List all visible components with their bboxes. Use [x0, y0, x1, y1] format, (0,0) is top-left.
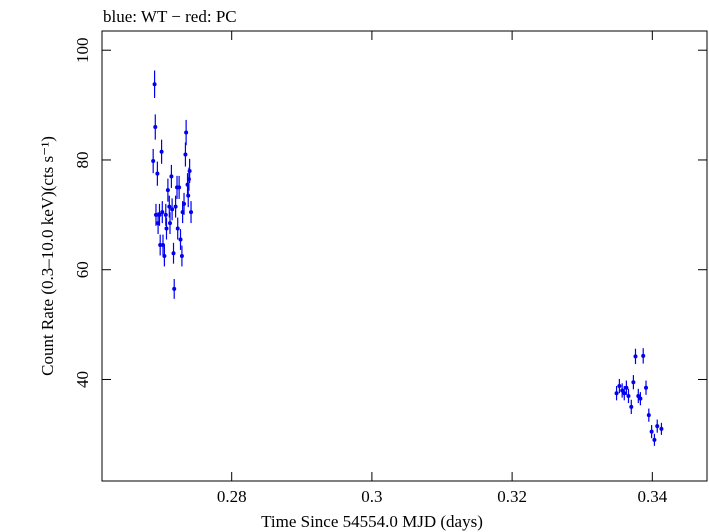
data-point	[169, 174, 174, 179]
y-tick-label: 80	[73, 151, 92, 168]
data-point	[614, 391, 619, 396]
data-point	[167, 204, 172, 209]
data-point	[655, 424, 660, 429]
data-point	[184, 130, 189, 135]
data-point	[158, 243, 163, 248]
data-point	[178, 237, 183, 242]
data-point	[164, 226, 169, 231]
data-point	[644, 385, 649, 390]
data-point	[617, 384, 622, 389]
data-point	[173, 204, 178, 209]
data-point	[179, 254, 184, 258]
data-point	[624, 385, 629, 390]
data-point	[168, 221, 173, 226]
data-point	[157, 212, 162, 217]
y-tick-label: 40	[73, 371, 92, 388]
data-point	[175, 226, 180, 231]
x-tick-label: 0.32	[497, 487, 527, 506]
plot-frame	[101, 30, 708, 482]
data-point	[155, 171, 160, 176]
data-point	[170, 207, 175, 212]
data-point	[186, 177, 191, 182]
data-point	[151, 159, 156, 164]
data-point	[177, 185, 182, 190]
x-tick-label: 0.34	[637, 487, 667, 506]
data-series	[151, 70, 664, 446]
y-axis: 40 60 80 100	[73, 37, 707, 388]
data-point	[629, 404, 634, 409]
data-point	[172, 286, 177, 291]
data-point	[152, 82, 157, 87]
data-point	[189, 210, 194, 215]
x-tick-label: 0.3	[361, 487, 382, 506]
data-point	[652, 437, 657, 442]
series-wt	[151, 70, 194, 299]
data-point	[638, 396, 643, 401]
x-axis: 0.28 0.3 0.32 0.34	[217, 31, 668, 506]
data-point	[159, 149, 164, 154]
x-axis-label: Time Since 54554.0 MJD (days)	[261, 512, 483, 531]
y-tick-label: 60	[73, 261, 92, 278]
data-point	[163, 212, 168, 217]
data-point	[636, 393, 641, 398]
data-point	[171, 251, 176, 256]
data-point	[659, 426, 664, 431]
data-point	[631, 380, 636, 385]
series-pc	[614, 348, 664, 446]
data-point	[182, 201, 187, 206]
data-point	[165, 188, 170, 193]
y-tick-label: 100	[73, 37, 92, 63]
data-point	[186, 193, 191, 198]
data-point	[153, 125, 158, 130]
data-point	[183, 152, 188, 157]
data-point	[626, 393, 631, 398]
data-point	[646, 413, 651, 418]
data-point	[153, 212, 158, 217]
chart-title: blue: WT − red: PC	[103, 7, 237, 26]
data-point	[187, 168, 192, 173]
x-tick-label: 0.28	[217, 487, 247, 506]
data-point	[649, 429, 654, 434]
data-point	[641, 353, 646, 358]
data-point	[622, 391, 627, 396]
y-axis-label: Count Rate (0.3–10.0 keV)(cts s⁻¹)	[38, 136, 57, 376]
data-point	[633, 354, 638, 359]
data-point	[620, 388, 625, 393]
data-point	[162, 254, 167, 258]
data-point	[160, 210, 165, 215]
